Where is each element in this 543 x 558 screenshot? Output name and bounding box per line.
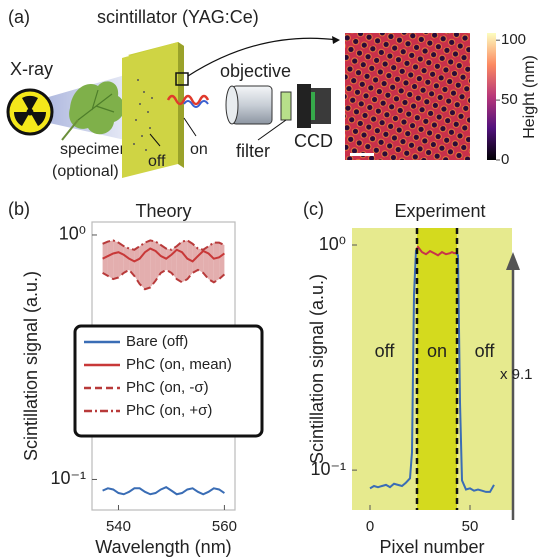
series-line [415, 245, 456, 257]
ccd-label: CCD [294, 131, 333, 151]
colorbar [487, 33, 496, 160]
region-label: off [375, 341, 396, 361]
band [107, 240, 114, 280]
series-line [102, 268, 226, 291]
band [166, 248, 172, 273]
band [129, 248, 135, 276]
series-line [102, 247, 225, 263]
band [176, 241, 183, 283]
panel-label: (c) [303, 199, 324, 219]
y-tick-label: 10⁰ [319, 234, 346, 254]
legend-label: PhC (on, +σ) [126, 402, 212, 419]
chart-title: Experiment [394, 201, 485, 221]
leaf [61, 81, 125, 141]
legend-label: PhC (on, mean) [126, 356, 232, 373]
legend-label: Bare (off) [126, 333, 188, 350]
region [352, 228, 417, 510]
plot-area [352, 228, 512, 510]
x-axis-label: Pixel number [379, 537, 484, 557]
filter-label: filter [236, 141, 270, 161]
pointer [183, 117, 197, 137]
on-label: on [190, 141, 208, 158]
y-axis-label: Scintillation signal (a.u.) [307, 274, 327, 464]
band [113, 240, 119, 280]
region [417, 228, 457, 510]
xray-label: X-ray [10, 59, 53, 79]
pointer [149, 133, 161, 147]
region-label: on [427, 341, 447, 361]
specimen-label: specimen [60, 141, 128, 158]
colorbar-tick-label: 100 [501, 31, 526, 48]
band [134, 246, 140, 285]
off-label: off [148, 153, 166, 170]
band [123, 246, 130, 273]
band [203, 246, 209, 280]
y-tick-label: 10⁻¹ [50, 468, 86, 488]
series-line [102, 486, 225, 496]
x-tick-label: 560 [212, 518, 237, 535]
scintillator-label: scintillator (YAG:Ce) [97, 7, 259, 27]
series-line [369, 249, 495, 493]
band [213, 242, 220, 283]
zoom-arrowhead [332, 36, 340, 44]
filter [280, 91, 292, 121]
afm-image [345, 33, 470, 160]
band [208, 242, 214, 283]
panel-label: (b) [8, 199, 30, 219]
band [150, 240, 156, 288]
radiation-icon [6, 88, 54, 136]
ccd [297, 84, 331, 128]
x-tick-label: 0 [366, 518, 374, 535]
zoom-arrow [187, 37, 339, 77]
band [144, 240, 151, 290]
objective-label: objective [220, 61, 291, 81]
band [118, 242, 124, 278]
legend-label: PhC (on, -σ) [126, 379, 209, 396]
panel-label: (a) [8, 7, 30, 27]
colorbar-tick-label: 0 [501, 151, 509, 168]
colorbar-title: Height (nm) [521, 55, 538, 139]
band [102, 241, 108, 276]
region-label: off [475, 341, 496, 361]
band [182, 240, 188, 283]
y-axis-label: Scintillation signal (a.u.) [21, 271, 41, 461]
pattern-dots [133, 79, 153, 151]
legend: Bare (off) PhC (on, mean) PhC (on, -σ) PhC … [73, 324, 264, 438]
chart-title: Theory [135, 201, 191, 221]
pointer [257, 119, 287, 141]
colorbar-tick-label: 50 [501, 91, 518, 108]
scale-bar [350, 153, 374, 156]
plot-area [102, 239, 226, 496]
arrowhead [506, 252, 520, 270]
y-tick-label: 10⁰ [59, 224, 86, 244]
emission-wave [183, 100, 209, 108]
objective [225, 85, 273, 125]
annotation: x 9.1 [500, 366, 533, 383]
x-axis-label: Wavelength (nm) [95, 537, 231, 557]
legend-box [73, 324, 264, 438]
region [457, 228, 512, 510]
x-tick-label: 540 [106, 518, 131, 535]
x-tick-label: 50 [462, 518, 479, 535]
y-tick-label: 10⁻¹ [310, 459, 346, 479]
band [219, 242, 225, 280]
band [160, 244, 167, 273]
emission-wave [166, 94, 210, 106]
specimen-label: (optional) [52, 163, 119, 180]
band [139, 242, 145, 290]
series-line [102, 239, 225, 251]
